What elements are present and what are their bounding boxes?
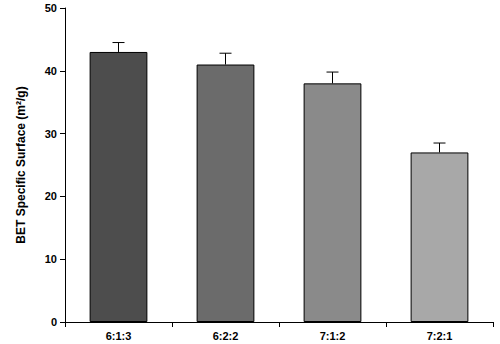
svg-text:30: 30 xyxy=(45,128,57,140)
svg-text:7:2:1: 7:2:1 xyxy=(427,330,453,342)
svg-text:7:1:2: 7:1:2 xyxy=(320,330,346,342)
svg-text:50: 50 xyxy=(45,2,57,14)
svg-text:BET Specific Surface (m²/g): BET Specific Surface (m²/g) xyxy=(14,86,28,243)
svg-text:6:1:3: 6:1:3 xyxy=(106,330,132,342)
svg-text:6:2:2: 6:2:2 xyxy=(213,330,239,342)
svg-text:10: 10 xyxy=(45,253,57,265)
svg-text:0: 0 xyxy=(51,316,57,328)
svg-text:20: 20 xyxy=(45,190,57,202)
svg-text:40: 40 xyxy=(45,65,57,77)
